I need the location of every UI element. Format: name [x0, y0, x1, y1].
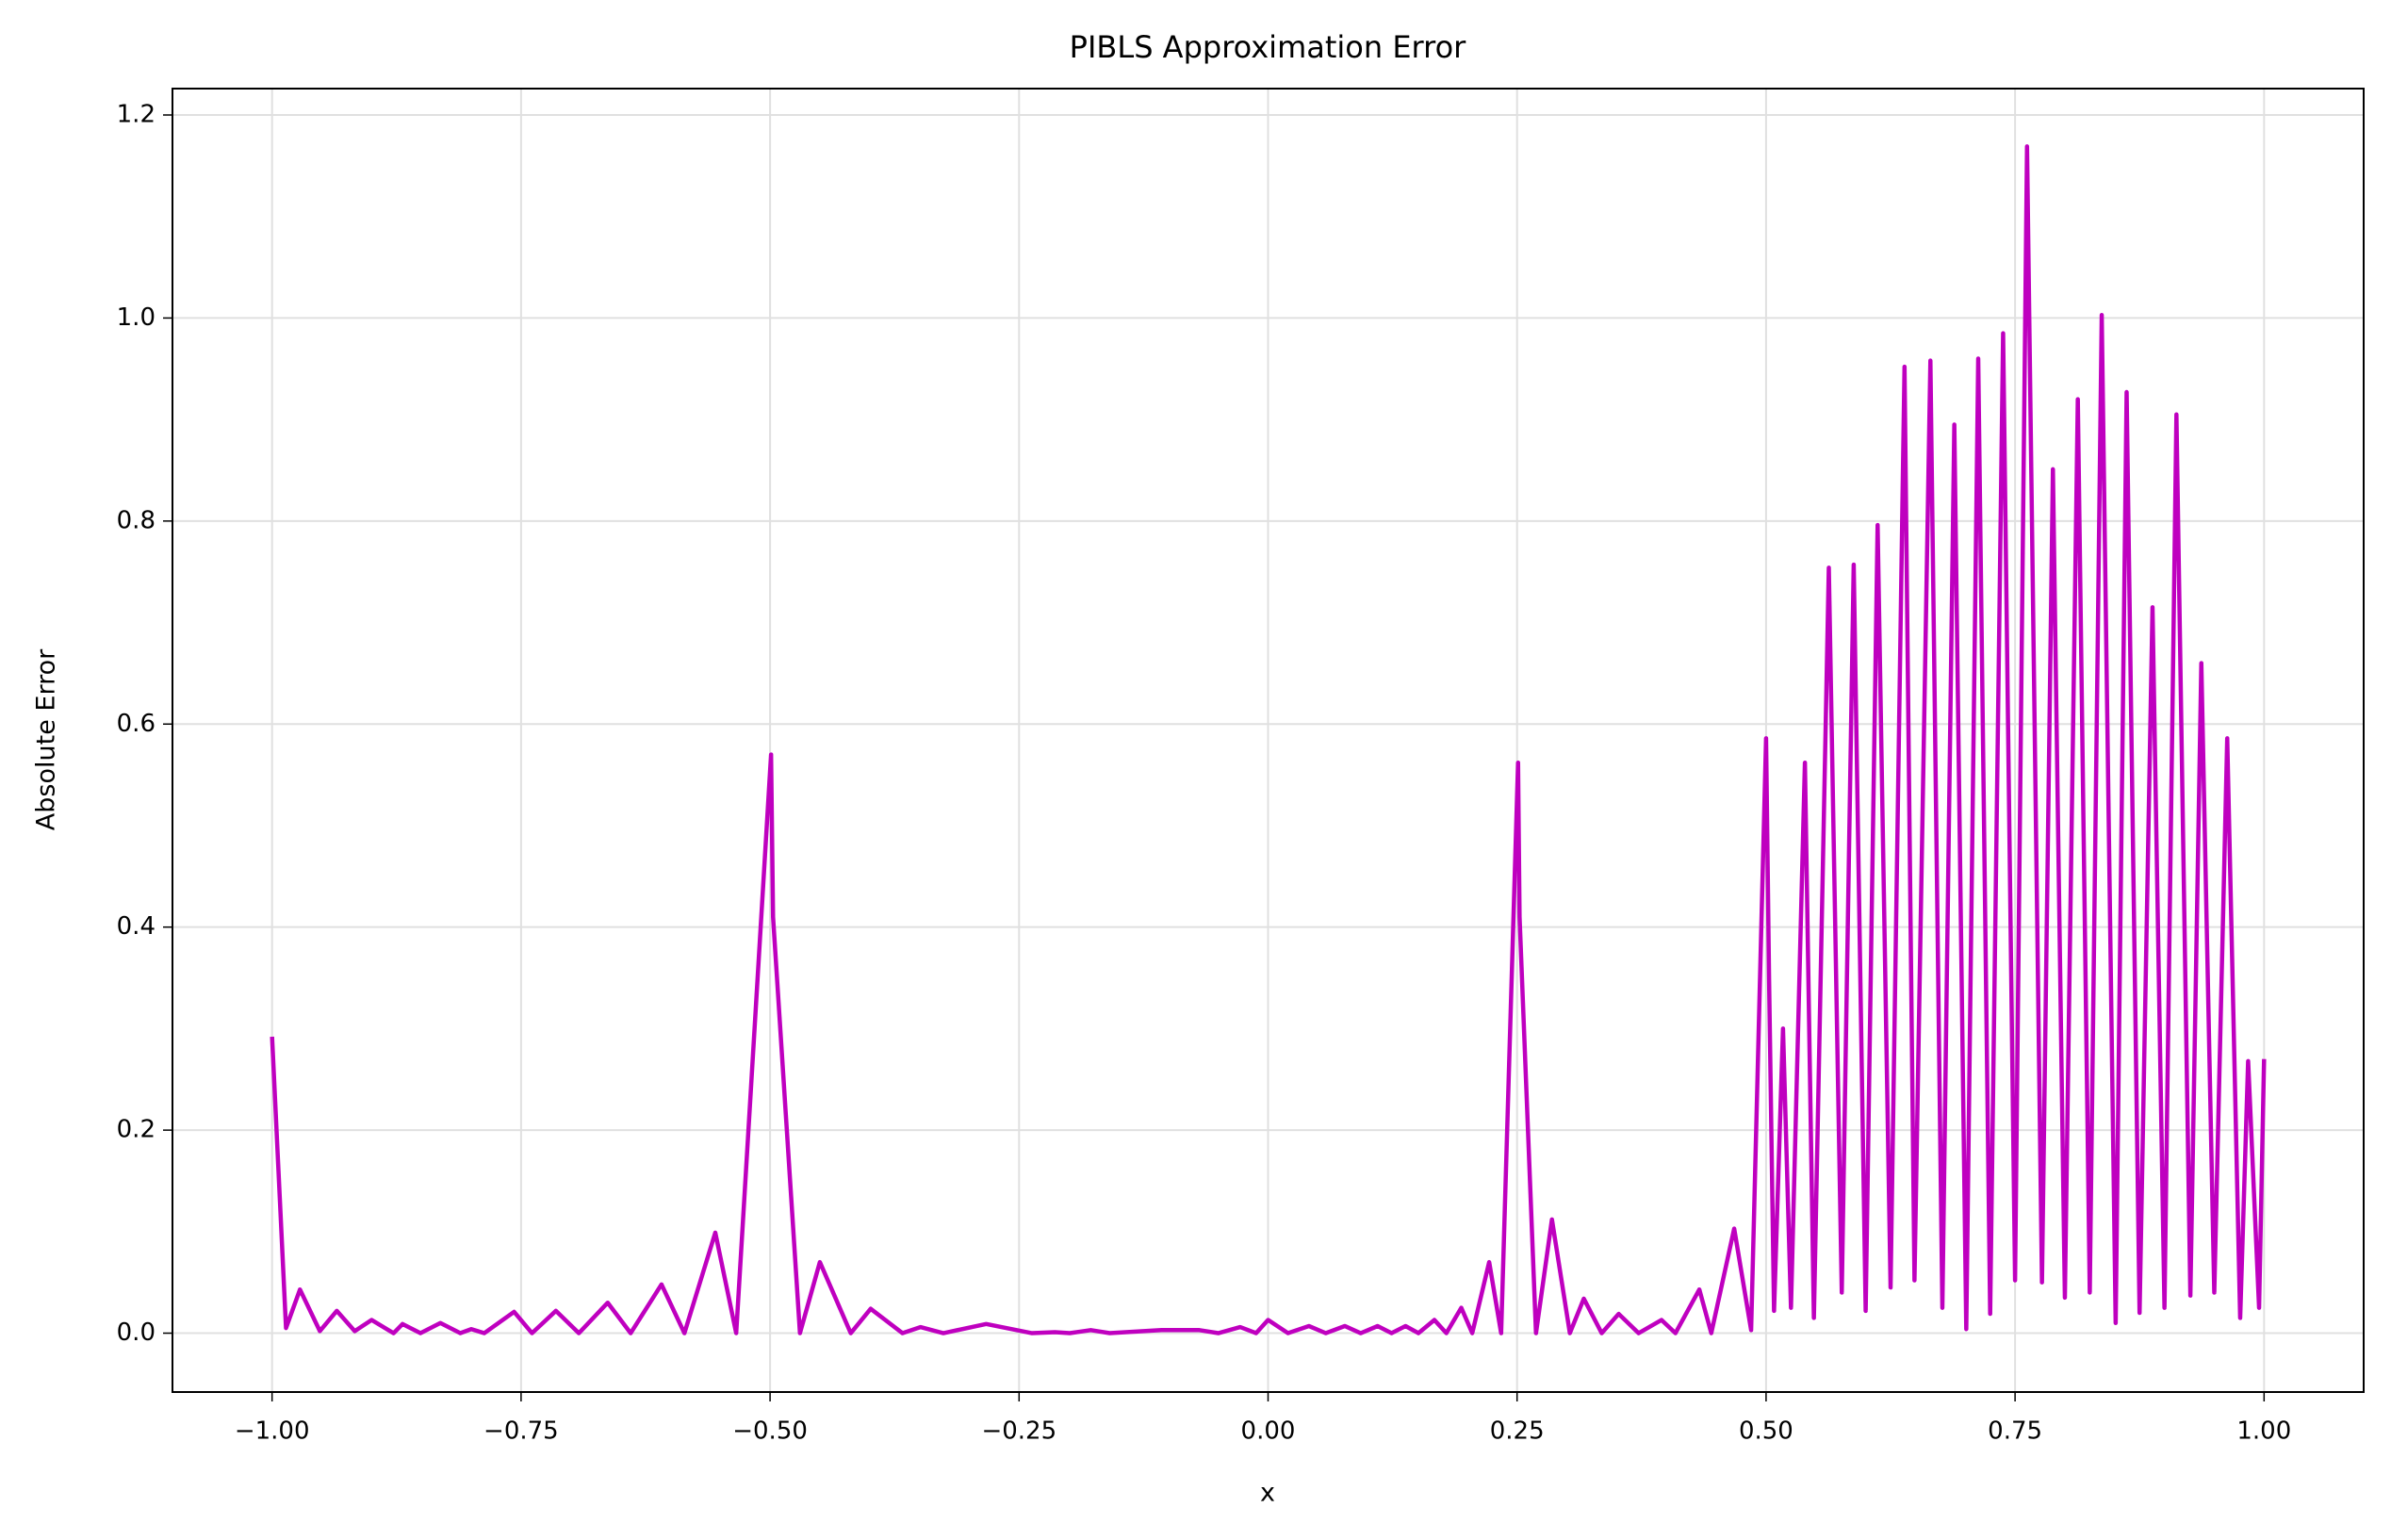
x-tick-label: −0.50: [732, 1417, 808, 1446]
plot-frame: [172, 88, 2365, 1393]
data-line: [270, 144, 2267, 1335]
x-tick-label: −0.75: [483, 1417, 559, 1446]
x-tick-label: 0.25: [1490, 1417, 1545, 1446]
x-tick-label: 0.75: [1988, 1417, 2042, 1446]
x-tick-label: −0.25: [981, 1417, 1056, 1446]
x-tick-label: 0.00: [1241, 1417, 1296, 1446]
y-tick-label: 1.2: [117, 101, 156, 129]
x-tick-label: −1.00: [235, 1417, 310, 1446]
y-tick-label: 0.2: [117, 1116, 156, 1144]
y-axis-label: Absolute Error: [32, 648, 61, 830]
x-tick-label: 1.00: [2236, 1417, 2291, 1446]
chart-title: PIBLS Approximation Error: [1070, 29, 1466, 65]
y-tick-label: 0.6: [117, 710, 156, 738]
y-tick-label: 0.4: [117, 912, 156, 941]
y-tick-label: 1.0: [117, 303, 156, 332]
y-tick-label: 0.8: [117, 506, 156, 534]
x-tick-label: 0.50: [1739, 1417, 1793, 1446]
y-tick-label: 0.0: [117, 1319, 156, 1347]
x-axis-label: x: [1260, 1479, 1275, 1508]
